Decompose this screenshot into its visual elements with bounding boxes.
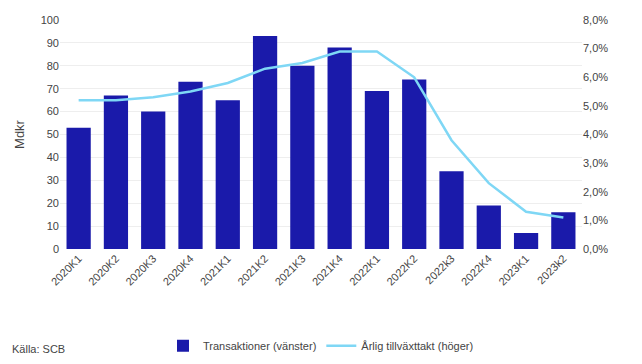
svg-text:1,0%: 1,0% — [583, 214, 608, 226]
svg-text:30: 30 — [47, 174, 59, 186]
svg-text:2021K4: 2021K4 — [310, 252, 345, 287]
svg-text:2020K1: 2020K1 — [49, 252, 84, 287]
svg-text:20: 20 — [47, 197, 59, 209]
svg-text:2022K4: 2022K4 — [459, 252, 494, 287]
svg-text:Årlig tillväxttakt (höger): Årlig tillväxttakt (höger) — [361, 340, 473, 352]
svg-text:60: 60 — [47, 105, 59, 117]
svg-text:6,0%: 6,0% — [583, 71, 608, 83]
svg-text:2022K1: 2022K1 — [347, 252, 382, 287]
svg-text:2021K1: 2021K1 — [198, 252, 233, 287]
svg-text:5,0%: 5,0% — [583, 100, 608, 112]
svg-text:Transaktioner (vänster): Transaktioner (vänster) — [203, 340, 316, 352]
svg-text:50: 50 — [47, 128, 59, 140]
svg-text:40: 40 — [47, 151, 59, 163]
svg-text:3,0%: 3,0% — [583, 157, 608, 169]
svg-text:70: 70 — [47, 83, 59, 95]
svg-text:2,0%: 2,0% — [583, 186, 608, 198]
svg-text:Källa: SCB: Källa: SCB — [12, 343, 65, 355]
svg-text:10: 10 — [47, 220, 59, 232]
svg-text:2020K2: 2020K2 — [86, 252, 121, 287]
svg-text:7,0%: 7,0% — [583, 42, 608, 54]
svg-text:8,0%: 8,0% — [583, 14, 608, 26]
svg-text:2022K2: 2022K2 — [384, 252, 419, 287]
svg-text:2021K2: 2021K2 — [235, 252, 270, 287]
svg-text:2020K3: 2020K3 — [123, 252, 158, 287]
svg-text:2022k3: 2022k3 — [423, 252, 457, 286]
svg-text:4,0%: 4,0% — [583, 128, 608, 140]
svg-text:2023K1: 2023K1 — [496, 252, 531, 287]
svg-text:0: 0 — [53, 243, 59, 255]
svg-text:Mdkr: Mdkr — [12, 119, 27, 149]
svg-text:90: 90 — [47, 37, 59, 49]
svg-text:80: 80 — [47, 60, 59, 72]
svg-text:2023k2: 2023k2 — [535, 252, 569, 286]
svg-text:0,0%: 0,0% — [583, 243, 608, 255]
svg-text:2020K4: 2020K4 — [160, 252, 195, 287]
svg-text:100: 100 — [41, 14, 59, 26]
svg-text:2021K3: 2021K3 — [272, 252, 307, 287]
